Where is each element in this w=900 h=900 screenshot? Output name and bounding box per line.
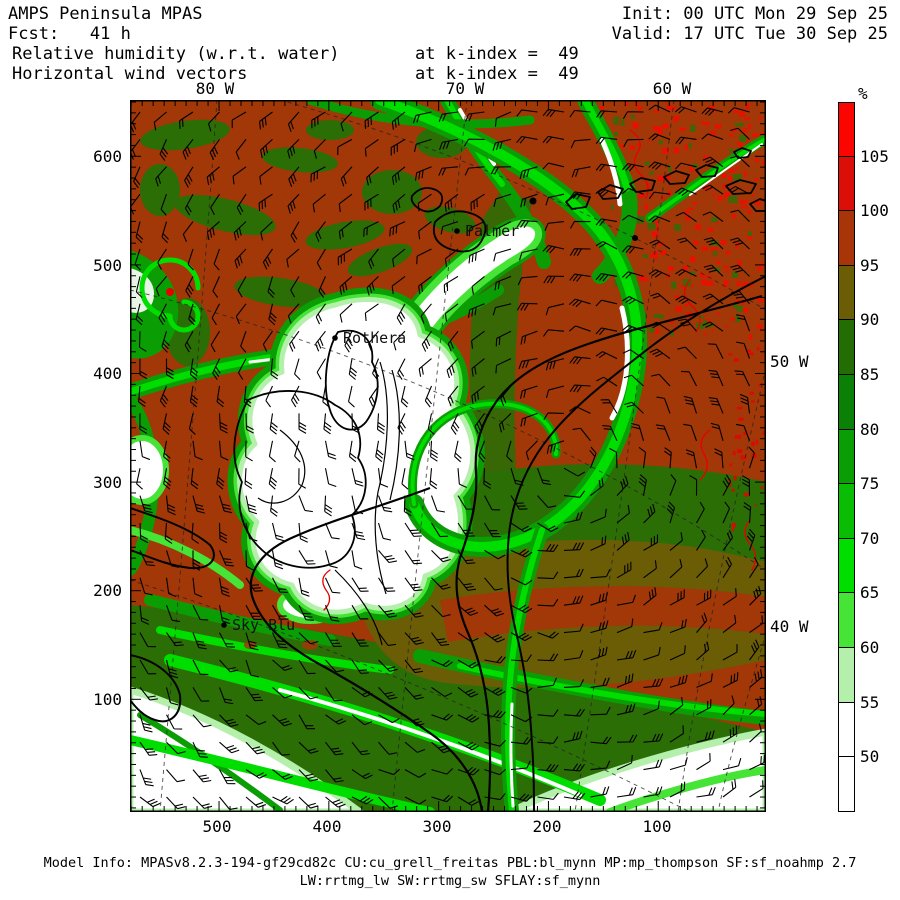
colorbar-tick-label: 85 <box>860 365 880 384</box>
station-rothera: Rothera <box>332 329 406 347</box>
init-time: Init: 00 UTC Mon 29 Sep 25 <box>621 4 888 24</box>
colorbar-tick-label: 65 <box>860 583 880 603</box>
field2-label: Horizontal wind vectors <box>12 64 248 84</box>
valid-time: Valid: 17 UTC Tue 30 Sep 25 <box>611 24 888 44</box>
station-sky-blu: Sky Blu <box>221 616 295 634</box>
level2-label: at k-index = 49 <box>415 64 579 84</box>
lat-lon-graticule <box>129 99 767 813</box>
x-axis-label: 100 <box>642 817 672 836</box>
colorbar-tick-label: 50 <box>860 747 880 767</box>
colorbar-tick-label: 80 <box>860 419 880 439</box>
station-markers: Palmer Rothera Sky Blu <box>221 222 519 634</box>
x-axis-label: 300 <box>422 817 452 836</box>
colorbar-segment <box>838 484 855 539</box>
model-info-line2: LW:rrtmg_lw SW:rrtmg_sw SFLAY:sf_mynn <box>299 873 601 889</box>
cyclone-spiral <box>370 90 648 819</box>
x-axis-label: 500 <box>202 817 232 836</box>
colorbar-segment <box>838 702 855 758</box>
y-axis-label: 400 <box>93 364 122 383</box>
colorbar <box>838 102 855 812</box>
station-label: Sky Blu <box>232 616 295 634</box>
colorbar-segment <box>838 265 855 321</box>
colorbar-tick-label: 60 <box>860 638 880 657</box>
x-axis-label: 400 <box>312 817 342 836</box>
colorbar-segment <box>838 211 855 266</box>
colorbar-segment <box>838 593 855 648</box>
station-dot <box>221 622 227 628</box>
longitude-label: 60 W <box>652 79 692 98</box>
y-axis-label: 200 <box>93 581 122 600</box>
colorbar-tick-label: 100 <box>860 201 889 221</box>
station-dot <box>454 228 460 234</box>
longitude-label: 70 W <box>445 79 485 98</box>
colorbar-segment <box>838 374 855 430</box>
model-info-line1: Model Info: MPASv8.2.3-194-gf29cd82c CU:… <box>43 855 857 871</box>
y-axis-label: 100 <box>93 690 122 709</box>
x-axis-label: 200 <box>532 817 562 836</box>
longitude-label: 80 W <box>195 79 235 98</box>
y-axis-label: 300 <box>93 473 122 492</box>
colorbar-tick-label: 55 <box>860 692 880 712</box>
station-label: Palmer <box>465 222 519 240</box>
level1-label: at k-index = 49 <box>415 44 579 64</box>
y-axis-label: 600 <box>93 147 122 166</box>
colorbar-tick-label: 70 <box>860 528 880 548</box>
longitude-label: 40 W <box>770 617 809 636</box>
fcst-line: Fcst: 41 h <box>8 24 131 44</box>
rh-contours <box>322 129 757 611</box>
coastline <box>129 147 773 813</box>
colorbar-segment <box>838 320 855 375</box>
station-dot <box>332 335 338 341</box>
weather-map: Palmer Rothera Sky Blu <box>115 90 774 819</box>
colorbar-tick-label: 75 <box>860 474 880 494</box>
colorbar-segment <box>838 757 855 812</box>
y-axis-label: 500 <box>93 256 122 275</box>
colorbar-tick-label: 95 <box>860 255 880 275</box>
colorbar-segment <box>838 156 855 212</box>
colorbar-segment <box>838 538 855 594</box>
model-title: AMPS Peninsula MPAS <box>8 4 203 24</box>
colorbar-segment <box>838 429 855 485</box>
colorbar-segment <box>838 647 855 703</box>
colorbar-tick-label: 90 <box>860 310 880 330</box>
colorbar-segment <box>838 102 855 157</box>
colorbar-unit: % <box>858 84 868 103</box>
station-label: Rothera <box>343 329 406 347</box>
station-palmer: Palmer <box>454 222 519 240</box>
field1-label: Relative humidity (w.r.t. water) <box>12 44 340 64</box>
small-vortex <box>139 257 201 333</box>
wind-barbs <box>129 104 766 810</box>
map-frame <box>130 100 766 812</box>
longitude-label: 50 W <box>770 352 809 371</box>
colorbar-tick-label: 105 <box>860 146 889 166</box>
map-plot: Palmer Rothera Sky Blu <box>115 90 774 819</box>
